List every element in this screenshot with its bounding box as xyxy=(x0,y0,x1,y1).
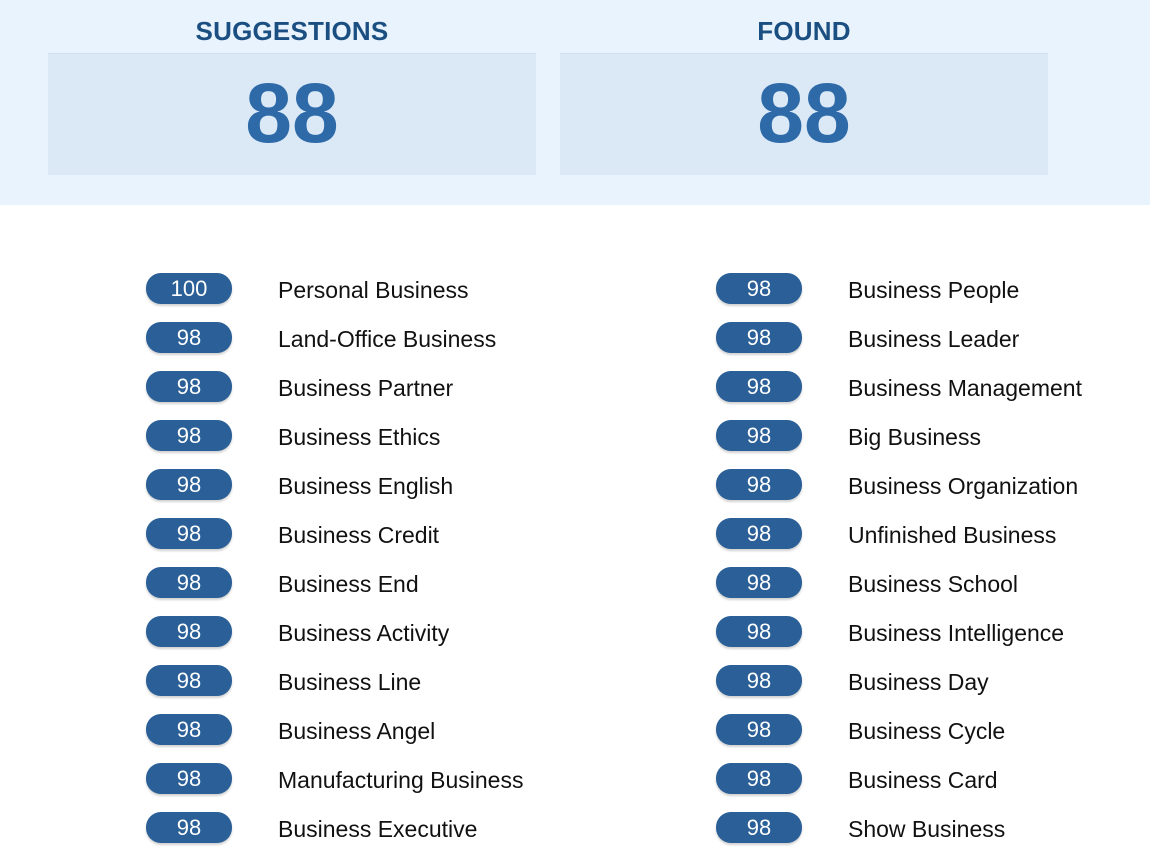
result-term[interactable]: Big Business xyxy=(848,424,981,450)
result-row[interactable]: 98 Business Cycle xyxy=(716,714,1136,763)
score-badge: 98 xyxy=(716,812,802,843)
score-badge: 98 xyxy=(146,665,232,696)
result-row[interactable]: 98 Business Card xyxy=(716,763,1136,812)
result-term[interactable]: Business Organization xyxy=(848,473,1079,499)
score-badge: 98 xyxy=(716,567,802,598)
result-term[interactable]: Business End xyxy=(278,571,419,597)
suggestions-count: 88 xyxy=(48,53,536,175)
result-term[interactable]: Business Cycle xyxy=(848,718,1006,744)
result-term[interactable]: Business Angel xyxy=(278,718,436,744)
score-badge: 98 xyxy=(716,763,802,794)
result-term[interactable]: Business People xyxy=(848,277,1020,303)
result-row[interactable]: 98 Business Day xyxy=(716,665,1136,714)
result-row[interactable]: 98 Business End xyxy=(146,567,566,616)
score-badge: 98 xyxy=(716,420,802,451)
found-label: FOUND xyxy=(757,16,851,46)
score-badge: 98 xyxy=(716,469,802,500)
result-term[interactable]: Business Executive xyxy=(278,816,478,842)
result-row[interactable]: 98 Business Angel xyxy=(146,714,566,763)
result-term[interactable]: Business Partner xyxy=(278,375,454,401)
score-badge: 98 xyxy=(716,665,802,696)
result-term[interactable]: Show Business xyxy=(848,816,1006,842)
result-term[interactable]: Personal Business xyxy=(278,277,469,303)
score-badge: 98 xyxy=(146,420,232,451)
result-term[interactable]: Business Intelligence xyxy=(848,620,1065,646)
result-term[interactable]: Business Management xyxy=(848,375,1082,401)
result-term[interactable]: Business English xyxy=(278,473,454,499)
result-row[interactable]: 98 Show Business xyxy=(716,812,1136,861)
score-badge: 98 xyxy=(146,812,232,843)
score-badge: 98 xyxy=(146,616,232,647)
result-row[interactable]: 98 Big Business xyxy=(716,420,1136,469)
score-badge: 98 xyxy=(146,371,232,402)
score-badge: 98 xyxy=(716,714,802,745)
score-badge: 98 xyxy=(146,518,232,549)
result-row[interactable]: 98 Business Management xyxy=(716,371,1136,420)
result-row[interactable]: 98 Unfinished Business xyxy=(716,518,1136,567)
result-row[interactable]: 98 Business School xyxy=(716,567,1136,616)
score-badge: 98 xyxy=(716,518,802,549)
score-badge: 98 xyxy=(716,616,802,647)
score-badge: 98 xyxy=(716,322,802,353)
result-row[interactable]: 98 Business Leader xyxy=(716,322,1136,371)
score-badge: 98 xyxy=(146,763,232,794)
result-row[interactable]: 98 Business Organization xyxy=(716,469,1136,518)
result-row[interactable]: 98 Business Credit xyxy=(146,518,566,567)
result-row[interactable]: 98 Business Partner xyxy=(146,371,566,420)
result-term[interactable]: Business School xyxy=(848,571,1019,597)
score-badge: 98 xyxy=(716,273,802,304)
result-term[interactable]: Business Line xyxy=(278,669,422,695)
score-badge: 100 xyxy=(146,273,232,304)
result-term[interactable]: Business Activity xyxy=(278,620,450,646)
score-badge: 98 xyxy=(716,371,802,402)
result-term[interactable]: Business Ethics xyxy=(278,424,441,450)
result-row[interactable]: 98 Manufacturing Business xyxy=(146,763,566,812)
result-term[interactable]: Business Day xyxy=(848,669,989,695)
found-stat: FOUND 88 xyxy=(560,0,1048,175)
result-row[interactable]: 100 Personal Business xyxy=(146,273,566,322)
result-row[interactable]: 98 Business People xyxy=(716,273,1136,322)
score-badge: 98 xyxy=(146,714,232,745)
result-row[interactable]: 98 Business Executive xyxy=(146,812,566,861)
score-badge: 98 xyxy=(146,567,232,598)
result-term[interactable]: Manufacturing Business xyxy=(278,767,524,793)
results-list-left: 100 Personal Business 98 Land-Office Busine… xyxy=(146,273,566,861)
stats-band: SUGGESTIONS 88 FOUND 88 xyxy=(0,0,1150,205)
results-list-right: 98 Business People 98 Business Leader 98 Busi… xyxy=(716,273,1136,861)
result-row[interactable]: 98 Business English xyxy=(146,469,566,518)
result-term[interactable]: Unfinished Business xyxy=(848,522,1057,548)
result-term[interactable]: Business Card xyxy=(848,767,998,793)
suggestions-stat: SUGGESTIONS 88 xyxy=(48,0,536,175)
result-row[interactable]: 98 Business Ethics xyxy=(146,420,566,469)
found-count: 88 xyxy=(560,53,1048,175)
result-row[interactable]: 98 Business Activity xyxy=(146,616,566,665)
result-row[interactable]: 98 Business Line xyxy=(146,665,566,714)
score-badge: 98 xyxy=(146,469,232,500)
result-row[interactable]: 98 Business Intelligence xyxy=(716,616,1136,665)
result-term[interactable]: Land-Office Business xyxy=(278,326,497,352)
result-row[interactable]: 98 Land-Office Business xyxy=(146,322,566,371)
suggestions-label: SUGGESTIONS xyxy=(195,16,389,46)
result-term[interactable]: Business Leader xyxy=(848,326,1020,352)
result-term[interactable]: Business Credit xyxy=(278,522,440,548)
score-badge: 98 xyxy=(146,322,232,353)
